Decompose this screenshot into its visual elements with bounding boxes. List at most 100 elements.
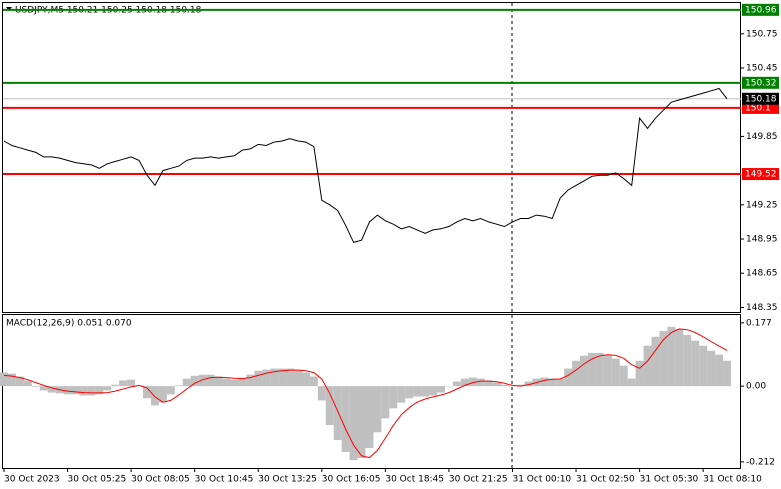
- histogram-bar: [262, 369, 271, 387]
- histogram-bar: [270, 368, 279, 387]
- histogram-bar: [95, 386, 104, 395]
- histogram-bar: [635, 360, 644, 387]
- histogram-bar: [476, 378, 485, 387]
- x-tick-label: 31 Oct 08:10: [703, 475, 762, 485]
- histogram-bar: [47, 386, 56, 393]
- histogram-bar: [619, 365, 628, 387]
- x-tick-label: 30 Oct 21:25: [449, 475, 508, 485]
- histogram-bar: [548, 378, 557, 387]
- histogram-bar: [103, 386, 112, 391]
- last-price-label: 150.18: [745, 94, 777, 104]
- histogram-bar: [71, 386, 80, 395]
- histogram-bar: [222, 378, 231, 387]
- y-tick-label: 150.75: [746, 29, 778, 39]
- level-label: 149.52: [745, 170, 777, 180]
- histogram-bar: [0, 372, 8, 387]
- histogram-bar: [492, 382, 501, 387]
- histogram-bar: [150, 386, 159, 406]
- histogram-bar: [111, 384, 120, 387]
- histogram-bar: [723, 360, 731, 387]
- histogram-bar: [429, 386, 438, 396]
- histogram-bar: [643, 345, 652, 387]
- histogram-bar: [333, 386, 342, 441]
- price-line: [3, 87, 728, 243]
- x-tick-label: 30 Oct 2023: [4, 475, 60, 485]
- histogram-bar: [301, 372, 310, 387]
- y-tick-label: 148.95: [746, 235, 778, 245]
- histogram-bar: [389, 386, 398, 409]
- histogram-bar: [174, 385, 183, 387]
- histogram-bar: [715, 354, 724, 387]
- histogram-bar: [524, 381, 533, 387]
- level-label-box: [742, 168, 779, 181]
- histogram-bar: [7, 373, 16, 387]
- histogram-bar: [691, 340, 700, 387]
- last-price-box: [742, 92, 779, 105]
- histogram-bar: [580, 355, 588, 387]
- histogram-bar: [23, 380, 32, 387]
- histogram-bar: [611, 358, 620, 387]
- histogram-bar: [238, 378, 247, 387]
- histogram-bar: [437, 386, 445, 393]
- histogram-bar: [516, 384, 525, 387]
- histogram-bar: [15, 376, 24, 387]
- macd-panel: [2, 314, 741, 469]
- histogram-bar: [206, 374, 215, 387]
- histogram-bar: [659, 331, 668, 387]
- histogram-bar: [317, 386, 326, 401]
- histogram-bar: [460, 378, 469, 387]
- histogram-bar: [699, 345, 708, 387]
- histogram-bar: [158, 386, 167, 403]
- y-tick-label: -0.212: [746, 457, 775, 467]
- histogram-bar: [63, 386, 72, 395]
- histogram-bar: [683, 335, 692, 387]
- histogram-bar: [572, 360, 581, 387]
- histogram-bar: [127, 379, 136, 387]
- x-tick-label: 30 Oct 08:05: [131, 475, 190, 485]
- y-tick-label: 148.35: [746, 303, 778, 313]
- histogram-bar: [651, 336, 660, 387]
- histogram-bar: [421, 386, 430, 397]
- histogram-bar: [587, 352, 596, 387]
- x-tick-label: 30 Oct 16:05: [322, 475, 381, 485]
- level-label: 150.32: [745, 78, 777, 88]
- histogram-bar: [468, 377, 477, 387]
- level-label: 150.1: [745, 103, 771, 113]
- x-tick-label: 30 Oct 13:25: [258, 475, 317, 485]
- histogram-bar: [309, 376, 318, 387]
- histogram-bar: [675, 328, 684, 387]
- histogram-bar: [540, 377, 549, 387]
- histogram-bar: [500, 384, 509, 387]
- histogram-bar: [230, 379, 239, 387]
- histogram-bar: [484, 380, 493, 387]
- x-tick-label: 30 Oct 18:45: [385, 475, 444, 485]
- histogram-bar: [413, 386, 422, 397]
- histogram-bar: [79, 386, 88, 396]
- histogram-bar: [556, 378, 565, 387]
- histogram-bar: [381, 386, 390, 419]
- y-tick-label: 0.00: [746, 382, 766, 392]
- y-tick-label: 0.177: [746, 318, 772, 328]
- histogram-bar: [365, 386, 374, 448]
- histogram-bar: [667, 326, 676, 387]
- histogram-bar: [452, 381, 461, 387]
- y-tick-label: 149.25: [746, 200, 778, 210]
- histogram-bar: [397, 386, 406, 403]
- macd-title: MACD(12,26,9) 0.051 0.070: [6, 319, 132, 329]
- x-tick-label: 30 Oct 10:45: [195, 475, 254, 485]
- histogram-bar: [349, 386, 358, 461]
- histogram-bar: [119, 380, 128, 387]
- histogram-bar: [198, 374, 207, 387]
- histogram-bar: [595, 352, 604, 387]
- histogram-bar: [627, 378, 636, 387]
- histogram-bar: [182, 378, 191, 387]
- histogram-bar: [31, 386, 40, 387]
- histogram-bar: [373, 386, 382, 433]
- histogram-bar: [143, 386, 151, 399]
- histogram-bar: [564, 368, 573, 387]
- histogram-bar: [707, 350, 716, 387]
- histogram-bar: [341, 386, 350, 452]
- histogram-bar: [603, 354, 612, 387]
